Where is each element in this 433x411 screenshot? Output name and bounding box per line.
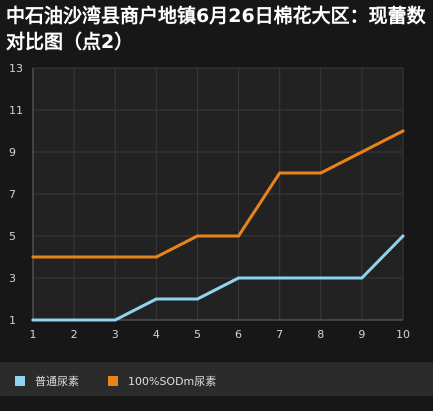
legend-item-series-1: 普通尿素 — [15, 373, 79, 389]
y-tick-label: 13 — [9, 62, 23, 75]
y-tick-label: 11 — [9, 104, 23, 117]
legend-item-series-2: 100%SODm尿素 — [108, 373, 216, 389]
y-tick-label: 5 — [9, 230, 16, 243]
data-point — [278, 276, 282, 280]
data-point — [154, 297, 158, 301]
x-tick-label: 8 — [317, 328, 324, 341]
legend-label-series-2: 100%SODm尿素 — [128, 375, 217, 388]
x-tick-label: 7 — [276, 328, 283, 341]
chart-title: 中石油沙湾县商户地镇6月26日棉花大区：现蕾数对比图（点2） — [6, 5, 426, 53]
data-point — [72, 318, 76, 322]
data-point — [31, 255, 35, 259]
y-tick-label: 3 — [9, 272, 16, 285]
legend-label-series-1: 普通尿素 — [35, 375, 79, 388]
data-point — [113, 318, 117, 322]
data-point — [319, 276, 323, 280]
x-tick-label: 9 — [358, 328, 365, 341]
y-tick-label: 7 — [9, 188, 16, 201]
data-point — [237, 276, 241, 280]
x-tick-label: 1 — [30, 328, 37, 341]
data-point — [237, 234, 241, 238]
data-point — [113, 255, 117, 259]
legend-swatch-series-1 — [15, 376, 25, 386]
x-tick-label: 2 — [71, 328, 78, 341]
legend: 普通尿素 100%SODm尿素 — [0, 362, 433, 396]
series-line-2 — [31, 129, 405, 259]
x-tick-label: 6 — [235, 328, 242, 341]
series-line-1 — [31, 234, 405, 322]
x-tick-label: 3 — [112, 328, 119, 341]
data-point — [360, 150, 364, 154]
legend-swatch-series-2 — [108, 376, 118, 386]
y-tick-label: 9 — [9, 146, 16, 159]
data-point — [72, 255, 76, 259]
data-point — [319, 171, 323, 175]
data-point — [195, 297, 199, 301]
x-tick-label: 5 — [194, 328, 201, 341]
data-point — [31, 318, 35, 322]
x-tick-label: 4 — [153, 328, 160, 341]
data-point — [401, 234, 405, 238]
y-tick-label: 1 — [9, 314, 16, 327]
bottom-strip — [0, 396, 433, 411]
data-point — [278, 171, 282, 175]
data-point — [195, 234, 199, 238]
data-point — [401, 129, 405, 133]
data-point — [360, 276, 364, 280]
x-tick-label: 10 — [396, 328, 410, 341]
data-point — [154, 255, 158, 259]
